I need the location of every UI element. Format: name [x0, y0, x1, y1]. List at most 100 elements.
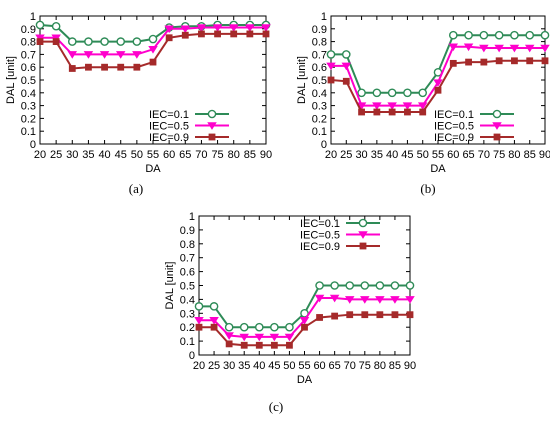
data-point — [433, 79, 443, 87]
data-point — [254, 333, 265, 342]
data-point — [285, 322, 294, 332]
data-point — [341, 62, 352, 71]
data-point — [326, 50, 336, 59]
x-tick-label: 45 — [401, 149, 413, 161]
y-tick-label: 0.9 — [21, 24, 36, 36]
x-tick-label: 85 — [389, 360, 401, 372]
data-point — [255, 341, 263, 349]
y-tick-label: 0.5 — [312, 75, 327, 87]
legend-marker — [492, 122, 502, 130]
data-point — [224, 322, 234, 332]
data-point — [524, 44, 535, 53]
data-point — [360, 296, 370, 304]
data-point — [246, 30, 254, 38]
x-tick-label: 50 — [131, 149, 143, 161]
data-point — [391, 311, 399, 319]
y-tick-label: 0.8 — [180, 239, 195, 251]
x-tick-label: 55 — [147, 149, 159, 161]
data-point — [117, 63, 125, 71]
data-point — [116, 37, 126, 46]
y-tick-label: 0.7 — [180, 253, 195, 265]
x-tick-label: 60 — [313, 360, 325, 372]
data-point — [286, 341, 293, 349]
data-point — [541, 57, 549, 65]
chart-panel-2: 00.10.20.30.40.50.60.70.80.91 20 25 30 35 40 4… — [296, 11, 550, 196]
x-tick-label: 80 — [374, 360, 386, 372]
y-tick-label: 0 — [30, 139, 36, 151]
x-tick-label: 90 — [260, 149, 272, 161]
data-point — [479, 44, 489, 53]
x-tick-label: 45 — [115, 149, 127, 161]
panel-label: (a) — [129, 181, 143, 196]
legend-label: IEC=0.9 — [434, 132, 474, 144]
data-point — [510, 30, 519, 40]
x-axis-label: DA — [430, 163, 446, 175]
legend-marker — [358, 218, 368, 228]
y-tick-label: 0.2 — [180, 322, 195, 334]
y-tick-label: 0.6 — [180, 267, 195, 279]
y-tick-label: 0.2 — [21, 113, 36, 125]
data-point — [495, 57, 503, 65]
y-tick-label: 0.1 — [180, 336, 195, 348]
y-tick-label: 0.8 — [312, 37, 327, 49]
data-point — [194, 317, 204, 325]
panel-label: (c) — [269, 399, 283, 414]
x-tick-label: 25 — [340, 149, 352, 161]
data-point — [406, 311, 414, 319]
y-tick-label: 0 — [189, 350, 195, 362]
data-point — [314, 294, 325, 303]
data-point — [181, 31, 189, 39]
data-point — [526, 57, 534, 65]
data-point — [330, 281, 339, 290]
x-tick-label: 85 — [524, 149, 536, 161]
data-point — [35, 20, 45, 30]
x-tick-label: 65 — [462, 149, 474, 161]
data-point — [540, 44, 550, 53]
data-point — [83, 51, 94, 59]
data-point — [148, 34, 158, 44]
x-tick-label: 65 — [329, 360, 341, 372]
data-point — [198, 30, 205, 38]
y-tick-label: 0.3 — [180, 308, 195, 320]
data-point — [301, 323, 308, 331]
x-tick-label: 60 — [447, 149, 459, 161]
data-point — [316, 314, 323, 321]
y-tick-label: 0.7 — [21, 49, 36, 61]
data-point — [240, 341, 248, 349]
data-point — [373, 108, 381, 116]
data-point — [164, 25, 174, 34]
x-tick-label: 70 — [195, 149, 207, 161]
x-tick-label: 20 — [325, 149, 337, 161]
y-tick-label: 0.6 — [21, 62, 36, 74]
data-point — [346, 311, 354, 319]
legend-label: IEC=0.1 — [149, 109, 189, 121]
data-point — [403, 88, 412, 98]
legend-label: IEC=0.1 — [300, 218, 340, 230]
y-tick-label: 0 — [321, 139, 327, 151]
data-point — [390, 296, 400, 304]
data-point — [525, 30, 535, 40]
data-point — [372, 102, 382, 110]
data-point — [463, 43, 474, 52]
data-point — [210, 323, 218, 331]
data-point — [148, 46, 158, 54]
data-point — [239, 333, 249, 342]
data-point — [239, 322, 249, 332]
x-tick-label: 30 — [223, 360, 235, 372]
data-point — [360, 281, 370, 290]
x-tick-label: 40 — [386, 149, 398, 161]
x-tick-label: 85 — [244, 149, 256, 161]
data-point — [52, 38, 60, 45]
x-tick-label: 75 — [359, 360, 371, 372]
legend-label: IEC=0.5 — [434, 121, 474, 133]
x-tick-label: 50 — [283, 360, 295, 372]
data-point — [68, 65, 76, 72]
y-tick-label: 0.2 — [312, 113, 327, 125]
data-point — [85, 63, 92, 71]
x-tick-label: 55 — [432, 149, 444, 161]
data-point — [149, 58, 157, 66]
data-point — [494, 30, 504, 40]
data-point — [196, 24, 207, 32]
data-point — [344, 296, 355, 304]
y-axis-label: DAL [unit] — [5, 56, 17, 104]
